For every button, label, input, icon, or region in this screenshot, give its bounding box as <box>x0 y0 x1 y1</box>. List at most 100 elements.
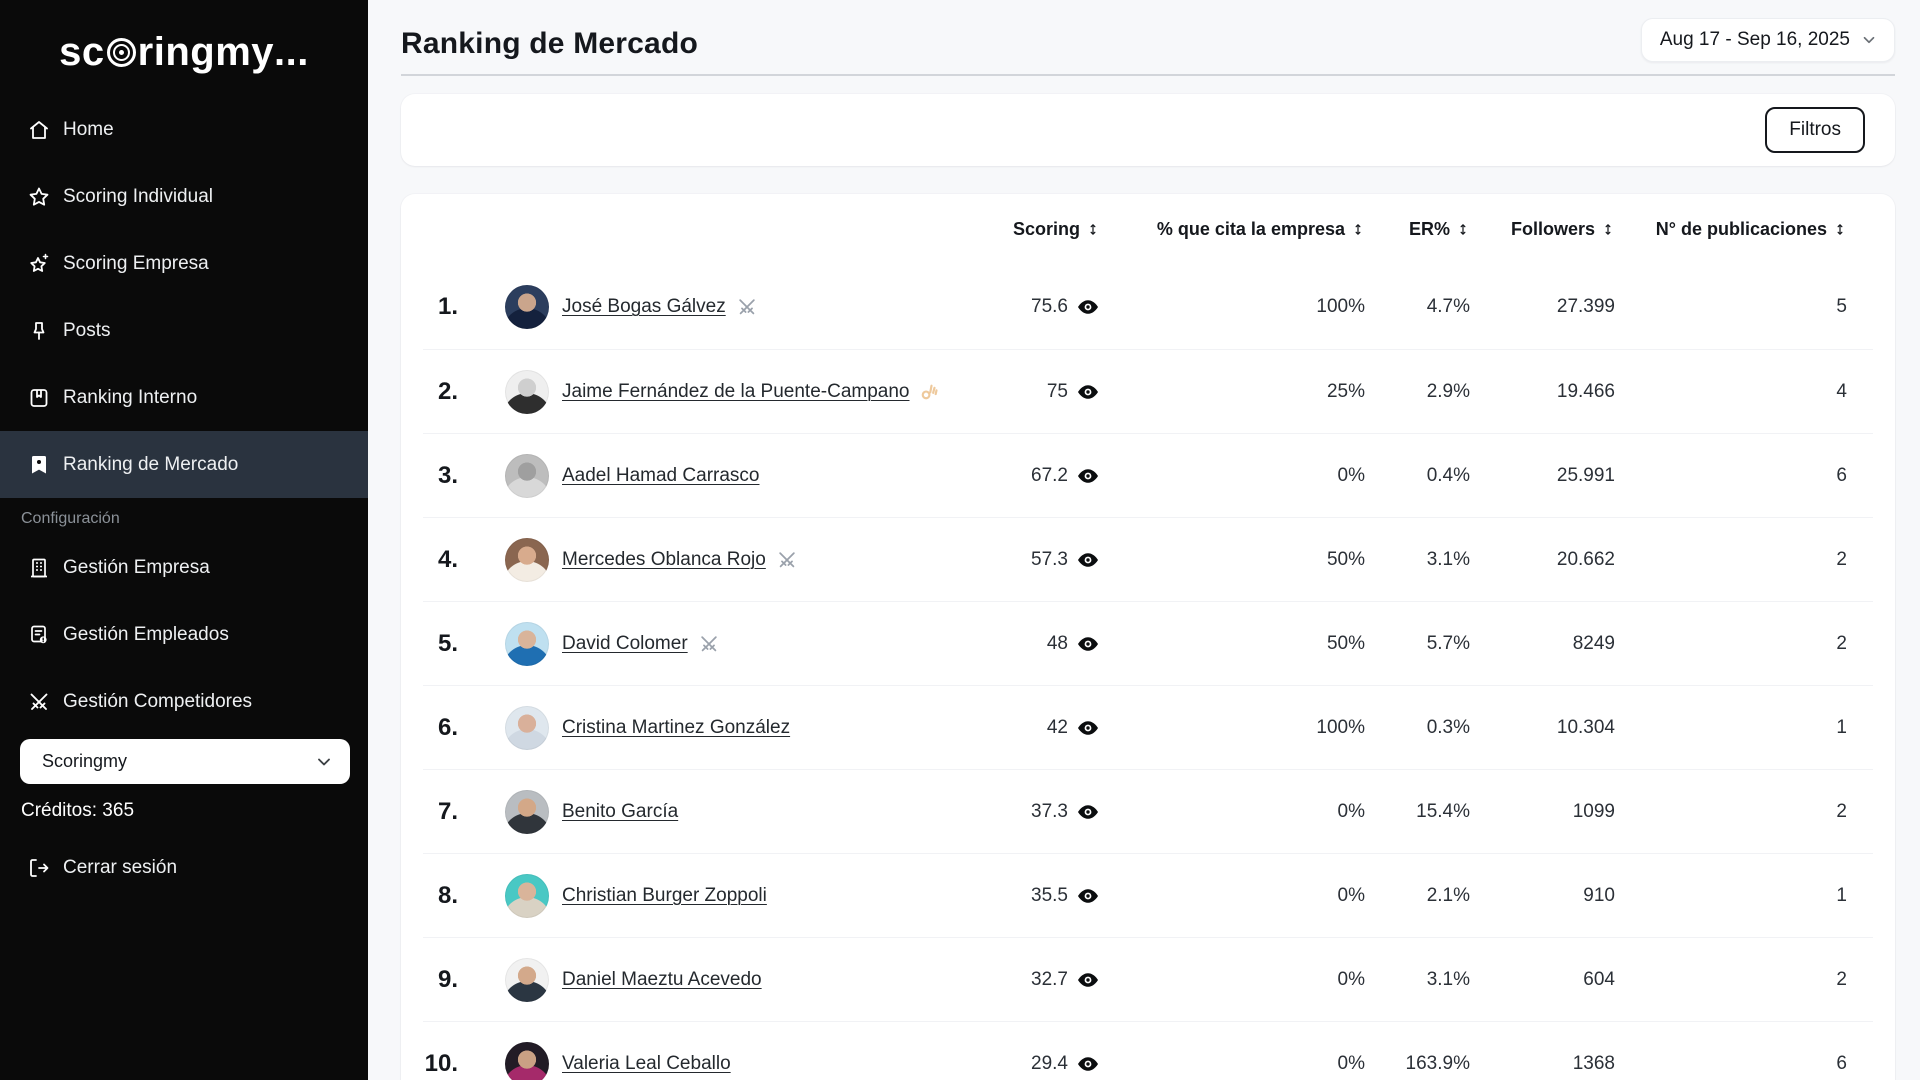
eye-icon[interactable] <box>1076 800 1100 824</box>
crossed-swords-icon <box>736 296 758 318</box>
page-title: Ranking de Mercado <box>401 27 698 60</box>
eye-icon[interactable] <box>1076 968 1100 992</box>
publications-cell: 4 <box>1836 380 1847 402</box>
person-cell: David Colomer <box>468 621 968 666</box>
eye-icon[interactable] <box>1076 295 1100 319</box>
er-cell: 3.1% <box>1426 548 1470 570</box>
rank-cell: 2. <box>437 377 458 405</box>
date-range-picker[interactable]: Aug 17 - Sep 16, 2025 <box>1640 18 1895 62</box>
eye-icon[interactable] <box>1076 548 1100 572</box>
publications-cell: 6 <box>1836 464 1847 486</box>
scoring-value: 75 <box>1046 380 1068 402</box>
avatar[interactable] <box>505 537 549 582</box>
ranking-table: Scoring % que cita la empresa ER% Followers… <box>401 194 1895 1080</box>
rank-cell: 4. <box>437 545 458 573</box>
sidebar-item-posts[interactable]: Posts <box>0 297 368 364</box>
avatar[interactable] <box>505 1041 549 1080</box>
scoring-cell: 29.4 <box>968 1052 1118 1076</box>
cita-cell: 0% <box>1337 464 1365 486</box>
sidebar-item-scoring-empresa[interactable]: Scoring Empresa <box>0 230 368 297</box>
avatar[interactable] <box>505 705 549 750</box>
column-header-followers[interactable]: Followers <box>1488 219 1633 240</box>
scoring-value: 67.2 <box>1031 464 1068 486</box>
publications-cell: 1 <box>1836 884 1847 906</box>
ok-hand-icon <box>919 382 939 402</box>
publications-cell: 2 <box>1836 548 1847 570</box>
eye-icon[interactable] <box>1076 884 1100 908</box>
rank-cell: 9. <box>437 965 458 993</box>
sidebar-item-label: Posts <box>63 319 111 341</box>
publications-cell: 5 <box>1836 296 1847 317</box>
avatar[interactable] <box>505 873 549 918</box>
eye-icon[interactable] <box>1076 464 1100 488</box>
er-cell: 163.9% <box>1405 1052 1470 1074</box>
scoring-cell: 48 <box>968 632 1118 656</box>
er-cell: 0.4% <box>1426 464 1470 486</box>
logo-text-pre: sc <box>59 29 105 74</box>
person-link[interactable]: Aadel Hamad Carrasco <box>562 464 760 486</box>
column-header-er[interactable]: ER% <box>1383 219 1488 240</box>
sidebar-item-gestion-empleados[interactable]: Gestión Empleados <box>0 601 368 668</box>
sidebar-item-ranking-interno[interactable]: Ranking Interno <box>0 364 368 431</box>
cita-cell: 50% <box>1326 548 1365 570</box>
person-cell: Benito García <box>468 789 968 834</box>
er-cell: 4.7% <box>1426 296 1470 317</box>
sidebar-item-home[interactable]: Home <box>0 96 368 163</box>
avatar[interactable] <box>505 285 549 329</box>
followers-cell: 25.991 <box>1556 464 1615 486</box>
person-link[interactable]: José Bogas Gálvez <box>562 296 726 317</box>
avatar[interactable] <box>505 369 549 414</box>
publications-cell: 2 <box>1836 968 1847 990</box>
eye-icon[interactable] <box>1076 716 1100 740</box>
person-link[interactable]: Cristina Martinez González <box>562 716 791 738</box>
person-link[interactable]: Valeria Leal Ceballo <box>562 1052 731 1074</box>
column-header-scoring[interactable]: Scoring <box>968 219 1118 240</box>
person-cell: Jaime Fernández de la Puente-Campano <box>468 369 968 414</box>
sidebar-item-gestion-empresa[interactable]: Gestión Empresa <box>0 534 368 601</box>
person-link[interactable]: Benito García <box>562 800 679 822</box>
company-select[interactable]: Scoringmy <box>20 739 350 784</box>
scoring-value: 75.6 <box>1031 296 1068 317</box>
scoring-cell: 32.7 <box>968 968 1118 992</box>
sidebar-item-scoring-individual[interactable]: Scoring Individual <box>0 163 368 230</box>
person-cell: Valeria Leal Ceballo <box>468 1041 968 1080</box>
avatar[interactable] <box>505 957 549 1002</box>
followers-cell: 1099 <box>1572 800 1615 822</box>
sidebar-item-label: Gestión Empleados <box>63 623 229 645</box>
eye-icon[interactable] <box>1076 632 1100 656</box>
person-cell: José Bogas Gálvez <box>468 285 968 329</box>
scoring-cell: 57.3 <box>968 548 1118 572</box>
column-header-label: % que cita la empresa <box>1156 219 1345 239</box>
person-cell: Cristina Martinez González <box>468 705 968 750</box>
logout-button[interactable]: Cerrar sesión <box>27 846 368 890</box>
logo-text-my: my <box>215 29 274 74</box>
person-link[interactable]: Mercedes Oblanca Rojo <box>562 548 766 570</box>
scoring-value: 57.3 <box>1031 548 1068 570</box>
rank-cell: 8. <box>437 881 458 909</box>
sort-icon <box>1456 222 1470 237</box>
er-cell: 5.7% <box>1426 632 1470 654</box>
eye-icon[interactable] <box>1076 380 1100 404</box>
followers-cell: 1368 <box>1572 1052 1615 1074</box>
avatar[interactable] <box>505 789 549 834</box>
person-link[interactable]: Daniel Maeztu Acevedo <box>562 968 762 990</box>
filters-button[interactable]: Filtros <box>1765 107 1865 153</box>
column-header-n-de-publicaciones[interactable]: N° de publicaciones <box>1633 219 1873 240</box>
publications-cell: 2 <box>1836 800 1847 822</box>
person-link[interactable]: David Colomer <box>562 632 688 654</box>
er-cell: 2.9% <box>1426 380 1470 402</box>
table-row: 10. Valeria Leal Ceballo 29.4 0% 163.9% 1368 6 <box>423 1021 1873 1080</box>
crossed-swords-icon <box>776 549 798 571</box>
eye-icon[interactable] <box>1076 1052 1100 1076</box>
person-link[interactable]: Jaime Fernández de la Puente-Campano <box>562 380 910 402</box>
avatar[interactable] <box>505 621 549 666</box>
sidebar-item-gestion-competidores[interactable]: Gestión Competidores <box>0 668 368 735</box>
column-header-label: N° de publicaciones <box>1655 219 1827 239</box>
logo-text-ring: ring <box>137 29 216 74</box>
sidebar-item-ranking-de-mercado[interactable]: Ranking de Mercado <box>0 431 368 498</box>
person-link[interactable]: Christian Burger Zoppoli <box>562 884 767 906</box>
rank-cell: 3. <box>437 461 458 489</box>
column-header-que-cita-la-empresa[interactable]: % que cita la empresa <box>1118 219 1383 240</box>
avatar[interactable] <box>505 453 549 498</box>
